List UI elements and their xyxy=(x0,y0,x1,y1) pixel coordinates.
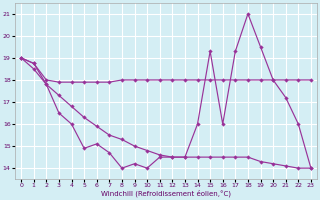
X-axis label: Windchill (Refroidissement éolien,°C): Windchill (Refroidissement éolien,°C) xyxy=(101,190,231,197)
